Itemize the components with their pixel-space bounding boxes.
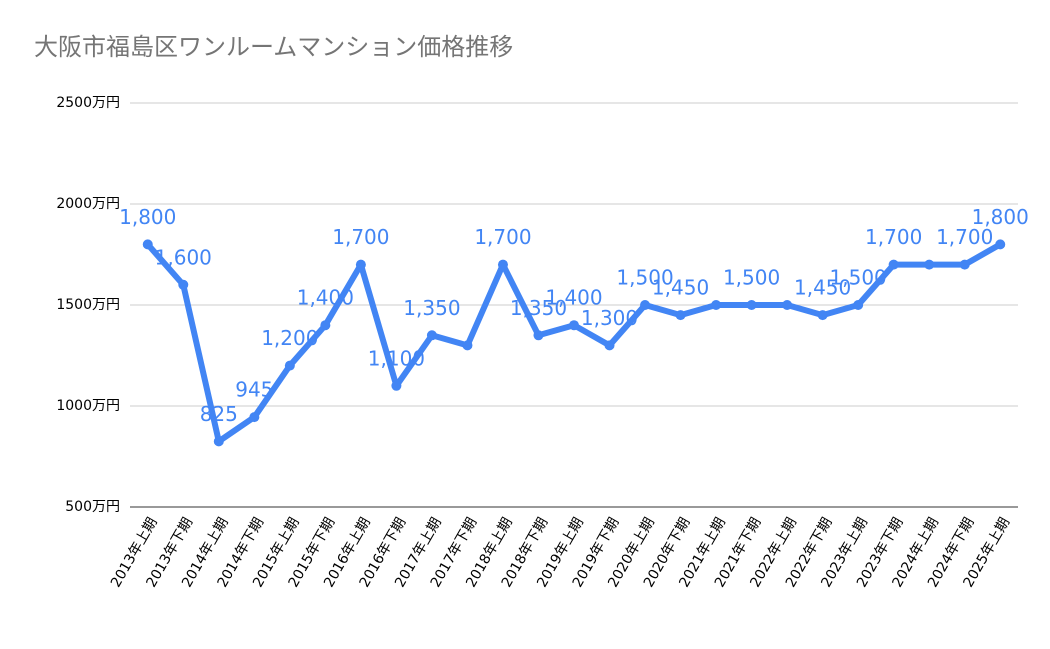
value-label: 1,800 (119, 205, 176, 229)
value-label: 1,700 (936, 225, 993, 249)
value-label: 1,350 (510, 296, 567, 320)
value-label: 1,350 (403, 296, 460, 320)
point (213, 436, 224, 447)
value-label: 1,700 (332, 225, 389, 249)
point (462, 340, 473, 351)
point (888, 259, 899, 270)
y-tick-label: 1000万円 (56, 398, 120, 414)
point (533, 330, 544, 341)
value-label: 1,400 (545, 286, 602, 310)
point (569, 320, 579, 331)
point (355, 259, 366, 270)
point (320, 320, 331, 331)
point (604, 340, 615, 351)
value-label: 1,100 (368, 346, 425, 370)
value-label: 1,600 (155, 245, 212, 269)
value-label: 1,300 (581, 306, 638, 330)
y-tick-label: 1500万円 (56, 297, 120, 313)
value-label: 1,500 (830, 266, 887, 290)
point (853, 300, 864, 310)
point (391, 380, 402, 391)
y-tick-label: 2000万円 (56, 196, 120, 212)
point (675, 310, 686, 321)
value-label: 1,700 (865, 225, 922, 249)
point (959, 259, 970, 270)
point (746, 300, 757, 310)
value-label: 1,500 (723, 266, 780, 290)
value-label: 945 (235, 378, 273, 402)
value-label: 1,700 (474, 225, 531, 249)
point (711, 300, 722, 310)
y-tick-label: 500万円 (65, 499, 120, 515)
point (640, 300, 651, 310)
value-label: 1,500 (616, 266, 673, 290)
chart-title: 大阪市福島区ワンルームマンション価格推移 (34, 33, 513, 61)
point (497, 259, 508, 270)
value-label: 1,450 (794, 276, 851, 300)
point (249, 412, 260, 423)
point (284, 360, 295, 371)
value-label: 1,200 (261, 326, 318, 350)
point (142, 239, 153, 250)
point (178, 279, 189, 290)
value-label: 1,800 (972, 205, 1029, 229)
point (782, 300, 793, 310)
value-label: 1,400 (297, 286, 354, 310)
point (995, 239, 1006, 250)
point (817, 310, 828, 321)
value-label: 1,450 (652, 276, 709, 300)
value-label: 825 (200, 402, 238, 426)
point (924, 259, 935, 270)
y-tick-label: 2500万円 (56, 95, 120, 111)
point (426, 330, 437, 341)
